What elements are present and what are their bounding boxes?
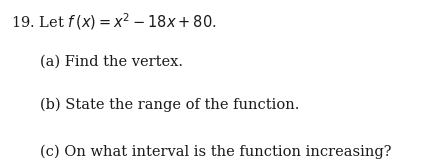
Text: (c) On what interval is the function increasing?: (c) On what interval is the function inc… xyxy=(40,144,392,159)
Text: (a) Find the vertex.: (a) Find the vertex. xyxy=(40,55,183,69)
Text: 19. Let $f\,(x) = x^2 - 18x + 80$.: 19. Let $f\,(x) = x^2 - 18x + 80$. xyxy=(11,12,216,32)
Text: (b) State the range of the function.: (b) State the range of the function. xyxy=(40,98,300,112)
